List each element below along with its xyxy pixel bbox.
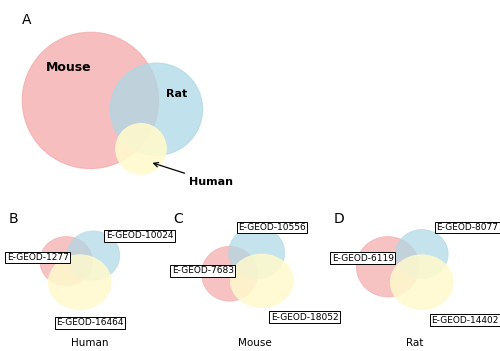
Ellipse shape — [356, 237, 419, 297]
Ellipse shape — [390, 255, 453, 310]
Text: Rat: Rat — [166, 89, 187, 99]
Text: E-GEOD-18052: E-GEOD-18052 — [270, 313, 338, 322]
Circle shape — [110, 63, 202, 155]
Text: E-GEOD-16464: E-GEOD-16464 — [56, 318, 124, 327]
Text: E-GEOD-10024: E-GEOD-10024 — [106, 231, 174, 240]
Text: D: D — [334, 212, 344, 226]
Circle shape — [22, 32, 158, 168]
Text: E-GEOD-7683: E-GEOD-7683 — [172, 266, 234, 276]
Ellipse shape — [67, 231, 120, 280]
Ellipse shape — [202, 246, 258, 301]
Text: E-GEOD-1277: E-GEOD-1277 — [6, 253, 68, 262]
Text: E-GEOD-8077: E-GEOD-8077 — [436, 223, 498, 232]
Ellipse shape — [396, 230, 448, 279]
Circle shape — [116, 124, 166, 174]
Text: E-GEOD-6119: E-GEOD-6119 — [332, 254, 394, 263]
Ellipse shape — [48, 255, 112, 310]
Text: Human: Human — [154, 163, 234, 187]
Text: Mouse: Mouse — [46, 61, 91, 74]
Text: C: C — [174, 212, 183, 226]
Ellipse shape — [230, 254, 293, 307]
Text: Rat: Rat — [406, 338, 424, 348]
Text: E-GEOD-10556: E-GEOD-10556 — [238, 223, 306, 232]
Ellipse shape — [228, 227, 285, 279]
Text: A: A — [22, 13, 32, 27]
Text: Human: Human — [72, 338, 109, 348]
Ellipse shape — [40, 237, 92, 286]
Text: E-GEOD-14402: E-GEOD-14402 — [431, 316, 498, 325]
Text: B: B — [8, 212, 18, 226]
Text: Mouse: Mouse — [238, 338, 272, 348]
